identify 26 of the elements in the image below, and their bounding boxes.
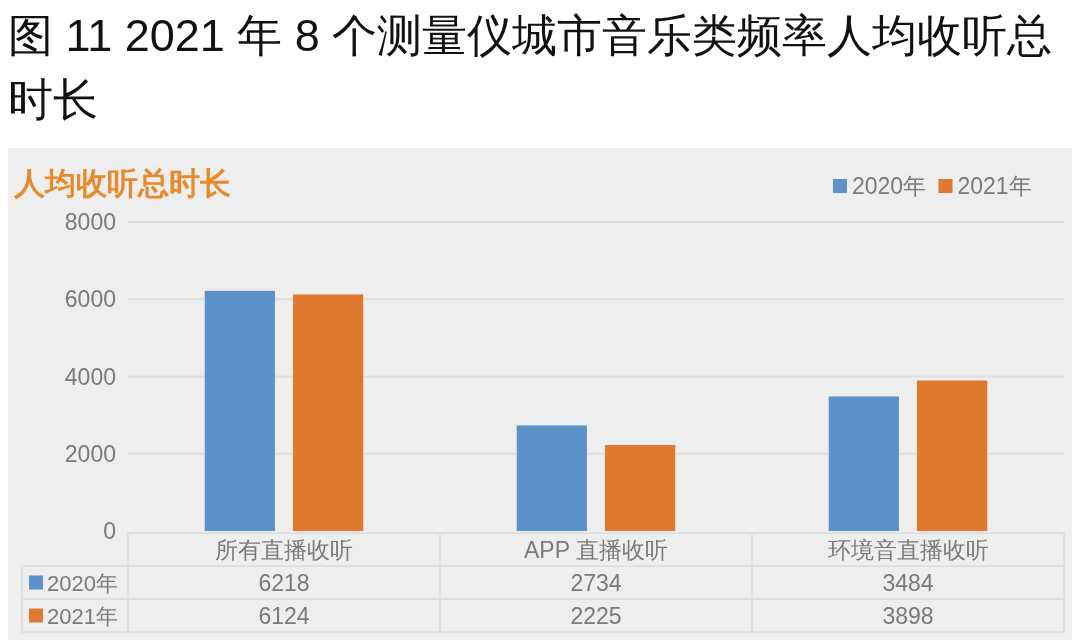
bar [293, 294, 364, 531]
legend-label: 2021年 [957, 173, 1032, 199]
y-tick-label: 6000 [64, 286, 116, 313]
chart-subtitle: 人均收听总时长 [13, 166, 231, 201]
data-label: 3898 [882, 602, 934, 629]
chart-title: 图 11 2021 年 8 个测量仪城市音乐类频率人均收听总时长 [8, 9, 1054, 127]
y-tick-label: 4000 [64, 363, 116, 390]
bar [605, 445, 676, 531]
x-tick-label: 环境音直播收听 [827, 536, 989, 563]
y-tick-label: 2000 [64, 440, 116, 467]
data-label: 6124 [258, 602, 310, 629]
data-label: 2734 [570, 569, 622, 596]
x-tick-label: 所有直播收听 [215, 536, 353, 563]
legend-label: 2020年 [851, 173, 927, 199]
text: 2021年 [47, 603, 118, 628]
bar [828, 396, 899, 531]
text: 2020年 [47, 570, 118, 595]
data-label: 6218 [258, 569, 310, 596]
bar [516, 425, 587, 531]
y-tick-label: 8000 [64, 209, 116, 235]
y-tick-label: 0 [103, 518, 116, 544]
x-tick-label: APP 直播收听 [524, 536, 668, 563]
data-label: 3484 [882, 569, 934, 596]
data-label: 2225 [570, 602, 622, 629]
bar [917, 380, 988, 531]
bar [204, 290, 275, 531]
